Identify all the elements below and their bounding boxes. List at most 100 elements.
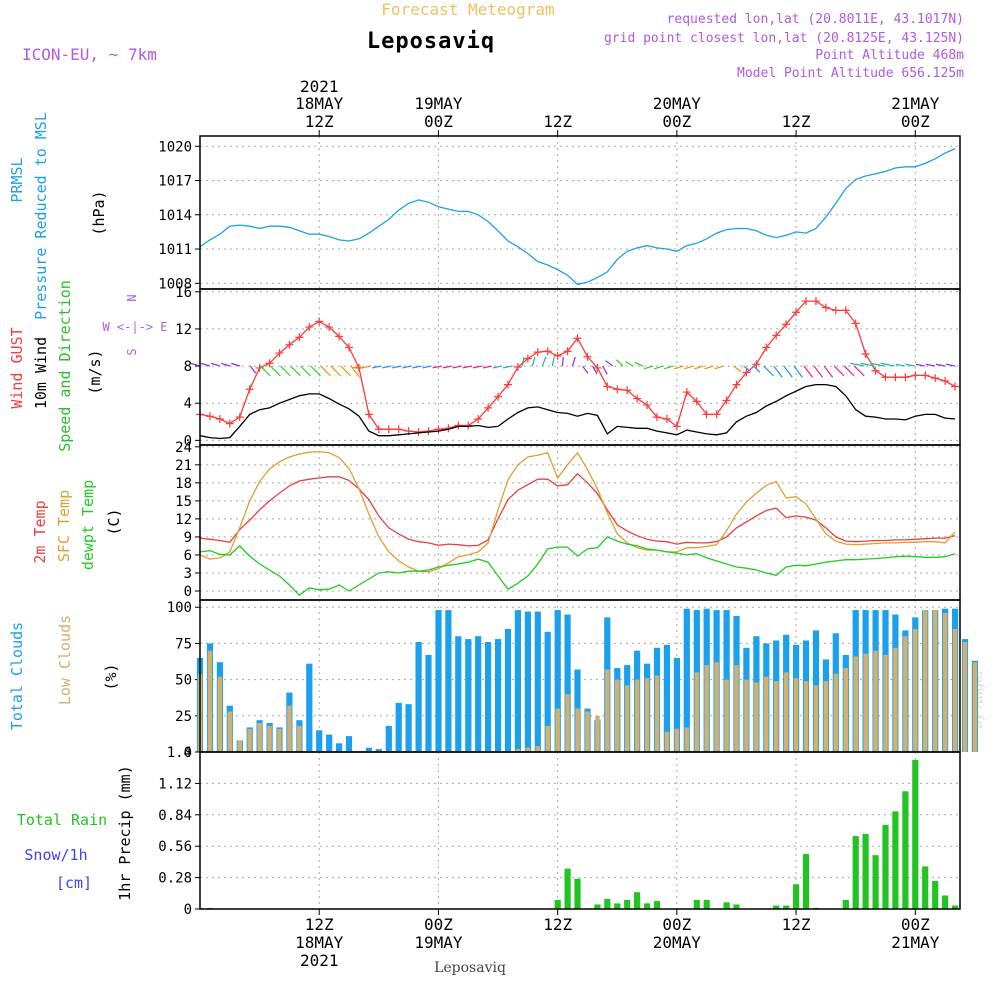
bar-low_clouds [674, 728, 680, 752]
bar-rain [653, 901, 661, 909]
series-line-dewpoint [199, 536, 956, 597]
bar-low_clouds [585, 711, 590, 752]
pressure-label: Pressure Reduced to MSL [32, 112, 50, 320]
bar-rain [773, 905, 780, 909]
bar-total_clouds [663, 644, 670, 752]
gust-marker [821, 303, 830, 312]
gust-marker [245, 385, 254, 394]
gust-marker [931, 374, 940, 383]
bar-rain [703, 900, 710, 909]
bar-low_clouds [535, 746, 540, 752]
bar-rain [723, 902, 730, 909]
gust-marker [494, 392, 503, 401]
clouds-unit: (%) [102, 663, 120, 690]
wind-direction-arrow [803, 365, 813, 378]
wind-direction-arrow [452, 365, 462, 369]
bar-rain [802, 854, 810, 909]
bar-low_clouds [694, 672, 699, 752]
total-rain-label: Total Rain [17, 811, 107, 829]
bar-total_clouds [554, 610, 561, 752]
dewpt-label: dewpt Temp [79, 480, 97, 570]
bottom-hour-label: 00Z [662, 915, 691, 934]
gust-marker [513, 363, 522, 371]
bar-low_clouds [863, 653, 868, 752]
bar-total_clouds [445, 610, 452, 752]
ytick-label: 1008 [158, 276, 192, 292]
bottom-date-label: 21MAY [891, 933, 940, 952]
gust-marker [732, 380, 741, 389]
gust-marker [613, 385, 622, 394]
ytick-label: 0.56 [158, 839, 192, 855]
wind-direction-arrow [561, 357, 564, 367]
ytick-label: 12 [175, 512, 192, 528]
wind-direction-arrow [763, 365, 774, 377]
gust-marker [335, 332, 344, 341]
bar-low_clouds [813, 685, 819, 752]
gust-marker [633, 394, 642, 403]
bar-rain [892, 811, 899, 909]
bar-rain [902, 791, 909, 910]
ytick-label: 0.28 [158, 871, 192, 887]
gust-marker [772, 331, 781, 340]
wind-direction-arrow [432, 365, 442, 369]
bar-rain [604, 898, 611, 909]
series-line-wind10m [199, 383, 956, 440]
prmsl-label: PRMSL [8, 157, 26, 202]
bar-low_clouds [932, 610, 938, 752]
series-line-pressure [199, 148, 956, 286]
top-date-label: 19MAY [414, 94, 463, 113]
wind-direction-arrow [249, 365, 257, 374]
wind-direction-arrow [793, 365, 803, 378]
bar-total_clouds [534, 611, 541, 752]
wind-direction-arrow [823, 365, 834, 378]
wind-direction-arrow [925, 363, 936, 367]
wind-direction-arrow [422, 365, 432, 369]
gust-marker [682, 388, 691, 397]
bar-total_clouds [345, 736, 353, 752]
gust-marker [205, 412, 214, 421]
top-date-label: 18MAY [295, 94, 344, 113]
gust-marker [881, 373, 890, 382]
bar-rain [912, 759, 919, 909]
gust-marker [851, 319, 860, 328]
wind-direction-arrow [773, 365, 783, 378]
top-year-label: 2021 [300, 77, 339, 96]
bar-total_clouds [544, 631, 551, 752]
top-date-label: 21MAY [891, 94, 940, 113]
bar-low_clouds [247, 728, 252, 752]
wind-direction-arrow [783, 365, 793, 378]
bar-total_clouds [485, 642, 492, 752]
gust-marker [543, 347, 552, 356]
gust-marker [911, 371, 920, 380]
bar-low_clouds [942, 613, 948, 752]
panels: 1008 1011 1014 1017 1020 0 4 8 12 16 0 3 6 9 12 15 18 21 2… [8, 77, 978, 970]
bar-low_clouds [734, 665, 739, 752]
gust-marker [643, 401, 652, 410]
gust-marker [225, 419, 234, 428]
bar-total_clouds [336, 743, 343, 752]
gust-marker [802, 297, 811, 306]
bar-low_clouds [783, 672, 789, 752]
bar-total_clouds [405, 704, 412, 752]
panel-precip: 0 0.28 0.56 0.84 1.12 1.4 [158, 745, 961, 918]
gust-marker [315, 317, 324, 326]
bottom-date-label: 18MAY [295, 933, 344, 952]
bar-low_clouds [853, 656, 858, 752]
bar-rain [634, 892, 641, 909]
series-line-sfc_temp [199, 450, 956, 573]
top-date-label: 20MAY [653, 94, 702, 113]
wind-direction-arrow [290, 365, 301, 377]
bar-low_clouds [555, 708, 560, 752]
gust-marker [374, 425, 383, 434]
bar-total_clouds [495, 639, 502, 752]
gust-marker [474, 415, 483, 423]
wind-direction-arrow [412, 365, 422, 369]
bar-total_clouds [395, 702, 402, 752]
forecast-meteogram-title: Forecast Meteogram [381, 0, 554, 19]
gust-marker [652, 413, 661, 422]
wind-direction-arrow [382, 365, 392, 369]
gust-marker [533, 348, 542, 357]
bar-rain [932, 881, 939, 909]
bar-total_clouds [415, 642, 422, 752]
model-name: ICON-EU, ~ 7km [22, 45, 157, 64]
